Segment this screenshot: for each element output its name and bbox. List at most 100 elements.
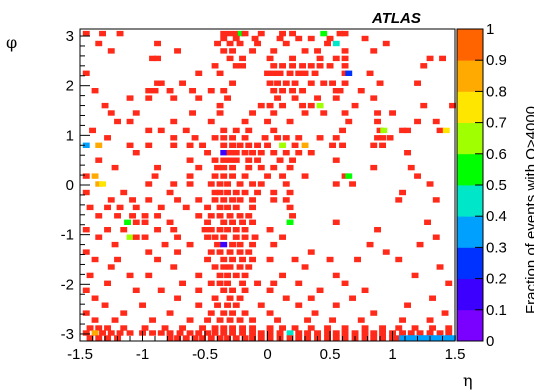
heatmap-cell [332, 135, 340, 141]
heatmap-cell [111, 164, 119, 171]
heatmap-cell [307, 35, 315, 42]
heatmap-cell [349, 295, 356, 301]
heatmap-cell [370, 142, 378, 148]
heatmap-cell [101, 102, 109, 109]
heatmap-cell [432, 118, 440, 125]
heatmap-cell [182, 335, 190, 341]
y-tick-label: 2 [66, 78, 74, 95]
heatmap-cell [226, 55, 234, 62]
colorbar-segment [457, 172, 483, 180]
heatmap-cell [311, 70, 319, 76]
heatmap-cell [399, 317, 406, 323]
heatmap-cell [195, 330, 203, 336]
heatmap-cell [279, 88, 286, 94]
heatmap-cell [232, 302, 240, 308]
y-tick-label: -3 [61, 326, 74, 343]
heatmap-cell [220, 127, 228, 134]
colorbar-segment [457, 185, 483, 192]
colorbar-segment [457, 309, 483, 317]
heatmap-cell [249, 204, 256, 211]
heatmap-cell [126, 95, 134, 101]
heatmap-cell [95, 234, 103, 240]
colorbar-segment [457, 153, 483, 161]
heatmap-cell [149, 330, 156, 336]
heatmap-cell [145, 197, 153, 203]
heatmap-cell [170, 118, 178, 125]
heatmap-cell [332, 272, 340, 279]
heatmap-cell [424, 335, 431, 341]
heatmap-cell [132, 110, 140, 116]
colorbar-segment [457, 60, 483, 67]
colorbar-segment [457, 122, 483, 130]
colorbar-segment [457, 328, 483, 336]
heatmap-cell [195, 213, 203, 219]
heatmap-cell [274, 135, 281, 141]
heatmap-cell [154, 40, 161, 47]
heatmap-cell [361, 287, 369, 293]
colorbar-segment [457, 266, 483, 273]
heatmap-cell [374, 227, 381, 233]
heatmap-cell [441, 335, 449, 341]
heatmap-cell [174, 48, 181, 54]
heatmap-cell [157, 127, 165, 134]
heatmap-cell [249, 197, 256, 203]
heatmap-cell [220, 142, 228, 148]
heatmap-cell [214, 40, 221, 47]
heatmap-cell [86, 335, 94, 341]
heatmap-cell [229, 48, 236, 54]
heatmap-cell [279, 234, 286, 240]
heatmap-cell [201, 227, 209, 233]
heatmap-cell [332, 181, 340, 187]
heatmap-cell [211, 189, 219, 196]
heatmap-cell [104, 325, 111, 331]
heatmap-cell [429, 335, 436, 341]
heatmap-cell [211, 173, 219, 179]
heatmap-cell [289, 30, 296, 37]
heatmap-cell [174, 249, 181, 255]
heatmap-cell [120, 325, 128, 331]
heatmap-cell [257, 335, 265, 341]
heatmap-cell [195, 95, 203, 101]
heatmap-cell [141, 325, 149, 331]
heatmap-cell [229, 256, 236, 263]
heatmap-cell [341, 48, 349, 54]
heatmap-cell [232, 272, 240, 279]
heatmap-cell [166, 310, 174, 316]
colorbar-segment [457, 209, 483, 217]
heatmap-cell [182, 127, 190, 134]
heatmap-cell [207, 88, 215, 94]
heatmap-cell [236, 213, 244, 219]
heatmap-cell [99, 330, 106, 336]
heatmap-cell [161, 325, 169, 331]
heatmap-cell [279, 325, 286, 331]
heatmap-cell [211, 325, 219, 331]
heatmap-cell [95, 157, 103, 163]
heatmap-cell [361, 330, 369, 336]
heatmap-cell [199, 335, 206, 341]
heatmap-cell [104, 227, 111, 233]
heatmap-cell [220, 197, 228, 203]
heatmap-cell [307, 63, 315, 69]
colorbar-segment [457, 47, 483, 55]
heatmap-cell [114, 118, 121, 125]
x-tick-label: 0 [263, 346, 271, 363]
heatmap-cell [279, 102, 286, 109]
colorbar-segment [457, 272, 483, 279]
heatmap-cell [174, 295, 181, 301]
heatmap-cell [282, 197, 290, 203]
heatmap-cell [226, 264, 234, 270]
heatmap-cell [257, 30, 265, 37]
heatmap-cell [111, 317, 119, 323]
heatmap-cell [299, 88, 306, 94]
heatmap-cell [307, 325, 315, 331]
heatmap-cell [229, 173, 236, 179]
heatmap-cell [341, 330, 349, 336]
colorbar-segment [457, 303, 483, 311]
heatmap-cell [229, 80, 236, 86]
heatmap-cell [116, 204, 124, 211]
heatmap-cell [204, 204, 211, 211]
heatmap-cell [204, 150, 211, 156]
heatmap-cell [245, 249, 253, 255]
heatmap-cell [95, 325, 103, 331]
heatmap-cell [211, 157, 219, 163]
